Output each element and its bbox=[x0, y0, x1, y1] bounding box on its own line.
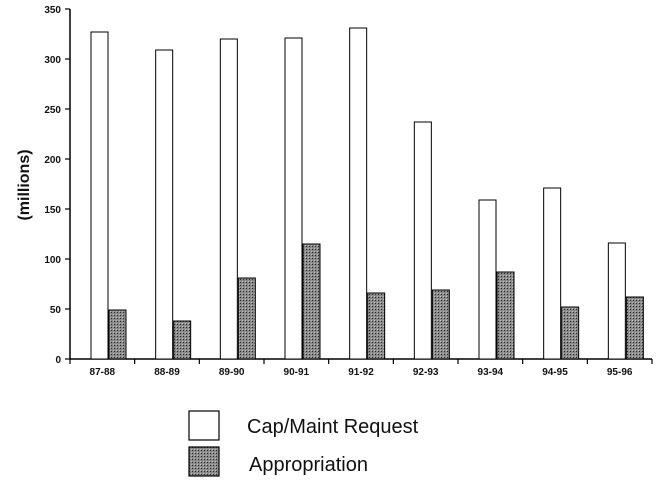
x-tick-label: 88-89 bbox=[154, 367, 180, 378]
legend-label-appropriation: Appropriation bbox=[249, 454, 368, 476]
y-tick-label: 250 bbox=[44, 105, 61, 116]
bar-cap-maint-request bbox=[90, 31, 109, 360]
x-tick-label: 92-93 bbox=[413, 367, 439, 378]
bar-cap-maint-request bbox=[478, 199, 497, 360]
y-tick-label: 150 bbox=[44, 205, 61, 216]
legend-swatch-appropriation bbox=[188, 446, 220, 477]
bar-cap-maint-request bbox=[543, 187, 562, 360]
bar-appropriation bbox=[108, 309, 127, 360]
bar-appropriation bbox=[496, 271, 515, 360]
x-tick-label: 91-92 bbox=[348, 367, 374, 378]
bar-appropriation bbox=[561, 306, 580, 360]
legend-swatch-request bbox=[188, 410, 220, 441]
bar-appropriation bbox=[302, 243, 321, 360]
bar-cap-maint-request bbox=[607, 242, 626, 360]
bar-appropriation bbox=[367, 292, 386, 360]
x-axis: 87-88 88-89 89-90 90-91 91-92 92-93 93-94 94-95… bbox=[69, 358, 653, 378]
y-tick-label: 50 bbox=[50, 305, 62, 316]
bar-appropriation bbox=[431, 289, 450, 360]
x-tick-label: 87-88 bbox=[90, 367, 116, 378]
y-axis-title: (millions) bbox=[16, 149, 33, 220]
bar-appropriation bbox=[237, 277, 256, 360]
x-tick-label: 94-95 bbox=[542, 367, 568, 378]
bar-cap-maint-request bbox=[155, 49, 174, 360]
bar-cap-maint-request bbox=[413, 121, 432, 360]
x-tick-label: 89-90 bbox=[219, 367, 245, 378]
bar-appropriation bbox=[173, 320, 192, 360]
x-tick-label: 90-91 bbox=[284, 367, 310, 378]
legend: Cap/Maint Request Appropriation bbox=[188, 410, 419, 477]
bar-cap-maint-request bbox=[349, 27, 368, 360]
bar-appropriation bbox=[625, 296, 644, 360]
y-tick-label: 200 bbox=[44, 155, 61, 166]
bar-cap-maint-request bbox=[219, 38, 238, 360]
y-tick-label: 300 bbox=[44, 55, 61, 66]
y-tick-label: 100 bbox=[44, 255, 61, 266]
y-tick-label: 350 bbox=[44, 5, 61, 16]
x-tick-label: 93-94 bbox=[478, 367, 504, 378]
legend-label-request: Cap/Maint Request bbox=[247, 416, 419, 438]
y-tick-label: 0 bbox=[55, 355, 61, 366]
bar-cap-maint-request bbox=[284, 37, 303, 360]
y-axis: 0 50 100 150 200 250 300 350 bbox=[44, 5, 71, 366]
x-tick-label: 95-96 bbox=[607, 367, 633, 378]
